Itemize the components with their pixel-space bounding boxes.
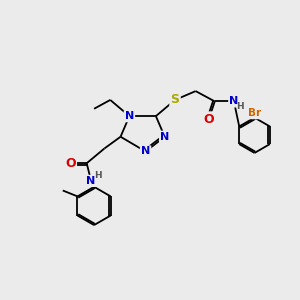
- Text: N: N: [160, 132, 169, 142]
- Text: O: O: [204, 112, 214, 126]
- Text: N: N: [229, 96, 239, 106]
- Text: Br: Br: [248, 108, 261, 118]
- Text: N: N: [86, 176, 96, 186]
- Text: O: O: [65, 157, 76, 170]
- Text: H: H: [94, 171, 101, 180]
- Text: S: S: [170, 93, 179, 106]
- Text: H: H: [237, 102, 244, 111]
- Text: N: N: [141, 146, 150, 157]
- Text: N: N: [125, 111, 134, 121]
